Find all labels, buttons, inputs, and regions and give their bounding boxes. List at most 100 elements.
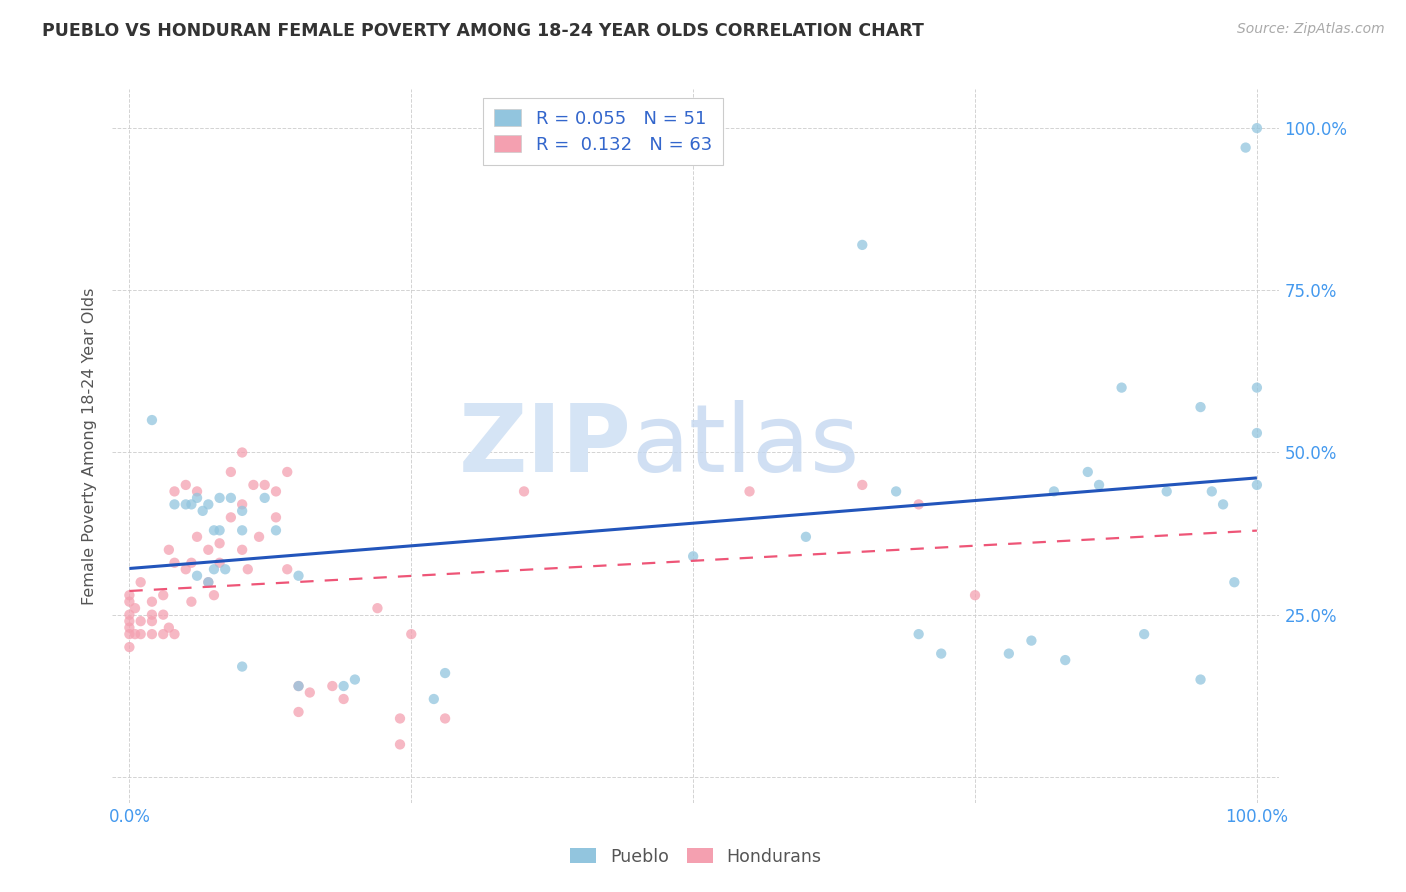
- Text: PUEBLO VS HONDURAN FEMALE POVERTY AMONG 18-24 YEAR OLDS CORRELATION CHART: PUEBLO VS HONDURAN FEMALE POVERTY AMONG …: [42, 22, 924, 40]
- Point: [1156, 484, 1178, 499]
- Point: [141, 627, 163, 641]
- Point: [276, 465, 298, 479]
- Point: [118, 614, 141, 628]
- Point: [231, 497, 253, 511]
- Point: [174, 497, 197, 511]
- Point: [186, 568, 208, 582]
- Point: [1246, 121, 1268, 136]
- Point: [186, 491, 208, 505]
- Point: [197, 497, 219, 511]
- Point: [118, 627, 141, 641]
- Point: [907, 497, 929, 511]
- Point: [191, 504, 214, 518]
- Point: [332, 692, 354, 706]
- Point: [287, 705, 309, 719]
- Point: [253, 491, 276, 505]
- Point: [118, 595, 141, 609]
- Point: [219, 510, 242, 524]
- Point: [1088, 478, 1111, 492]
- Point: [231, 542, 253, 557]
- Point: [738, 484, 761, 499]
- Point: [163, 627, 186, 641]
- Point: [231, 445, 253, 459]
- Point: [298, 685, 321, 699]
- Point: [214, 562, 236, 576]
- Point: [434, 711, 457, 725]
- Point: [1246, 381, 1268, 395]
- Point: [884, 484, 907, 499]
- Point: [1077, 465, 1099, 479]
- Point: [141, 595, 163, 609]
- Point: [388, 711, 411, 725]
- Point: [197, 575, 219, 590]
- Point: [794, 530, 817, 544]
- Text: atlas: atlas: [631, 400, 860, 492]
- Point: [118, 588, 141, 602]
- Point: [423, 692, 446, 706]
- Point: [118, 607, 141, 622]
- Point: [174, 562, 197, 576]
- Point: [118, 621, 141, 635]
- Point: [157, 621, 180, 635]
- Point: [208, 536, 231, 550]
- Point: [434, 666, 457, 681]
- Point: [163, 556, 186, 570]
- Point: [332, 679, 354, 693]
- Point: [141, 607, 163, 622]
- Point: [1054, 653, 1077, 667]
- Point: [197, 575, 219, 590]
- Point: [963, 588, 986, 602]
- Point: [1223, 575, 1246, 590]
- Point: [219, 491, 242, 505]
- Point: [129, 627, 152, 641]
- Point: [141, 413, 163, 427]
- Point: [186, 484, 208, 499]
- Point: [1189, 673, 1212, 687]
- Point: [851, 478, 873, 492]
- Point: [186, 530, 208, 544]
- Point: [152, 588, 174, 602]
- Point: [388, 738, 411, 752]
- Point: [236, 562, 259, 576]
- Text: ZIP: ZIP: [458, 400, 631, 492]
- Point: [1021, 633, 1043, 648]
- Point: [141, 614, 163, 628]
- Point: [219, 465, 242, 479]
- Point: [247, 530, 270, 544]
- Point: [129, 614, 152, 628]
- Point: [202, 588, 225, 602]
- Point: [157, 542, 180, 557]
- Point: [1111, 381, 1133, 395]
- Point: [264, 510, 287, 524]
- Point: [1212, 497, 1234, 511]
- Point: [1043, 484, 1066, 499]
- Point: [129, 575, 152, 590]
- Point: [163, 497, 186, 511]
- Point: [1133, 627, 1156, 641]
- Point: [253, 478, 276, 492]
- Point: [163, 484, 186, 499]
- Point: [231, 659, 253, 673]
- Point: [264, 524, 287, 538]
- Point: [1234, 140, 1257, 154]
- Point: [180, 497, 202, 511]
- Point: [242, 478, 264, 492]
- Point: [152, 627, 174, 641]
- Point: [929, 647, 952, 661]
- Point: [1246, 478, 1268, 492]
- Point: [287, 679, 309, 693]
- Point: [180, 556, 202, 570]
- Legend: Pueblo, Hondurans: Pueblo, Hondurans: [564, 841, 828, 872]
- Point: [202, 524, 225, 538]
- Point: [998, 647, 1021, 661]
- Point: [231, 524, 253, 538]
- Point: [401, 627, 423, 641]
- Point: [197, 542, 219, 557]
- Point: [343, 673, 366, 687]
- Point: [1246, 425, 1268, 440]
- Point: [202, 562, 225, 576]
- Point: [118, 640, 141, 654]
- Point: [287, 679, 309, 693]
- Point: [513, 484, 536, 499]
- Text: Source: ZipAtlas.com: Source: ZipAtlas.com: [1237, 22, 1385, 37]
